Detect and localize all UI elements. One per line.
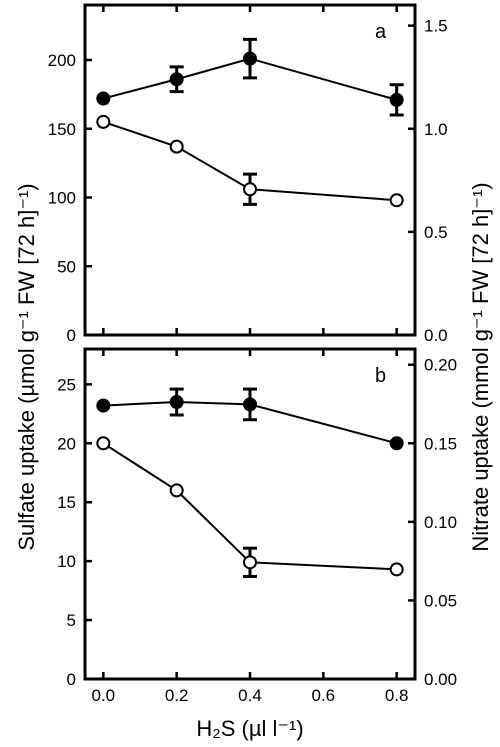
- x-tick-label: 0.0: [92, 686, 116, 705]
- y-left-tick-label: 0: [67, 670, 76, 689]
- y-right-tick-label: 0.10: [424, 513, 457, 532]
- y-right-tick-label: 0.05: [424, 591, 457, 610]
- y-right-tick-label: 1.0: [424, 120, 448, 139]
- y-left-tick-label: 200: [48, 51, 76, 70]
- x-tick-label: 0.6: [312, 686, 336, 705]
- y-left-tick-label: 150: [48, 120, 76, 139]
- data-point-open: [169, 483, 184, 498]
- x-axis-title: H₂S (µl l⁻¹): [196, 716, 303, 741]
- data-point-open: [96, 436, 111, 451]
- y-left-tick-label: 15: [57, 493, 76, 512]
- y-right-tick-label: 0.15: [424, 434, 457, 453]
- y-left-tick-label: 10: [57, 552, 76, 571]
- data-point-filled: [389, 436, 404, 451]
- y-axis-right-title: Nitrate uptake (mmol g⁻¹ FW [72 h]⁻¹): [468, 182, 493, 551]
- y-right-tick-label: 0.00: [424, 670, 457, 689]
- panel-a: 0 50 100 150 200 0.0 0.5 1.0 1.5 a: [48, 3, 448, 345]
- y-left-tick-label: 100: [48, 189, 76, 208]
- data-point-filled: [243, 397, 257, 412]
- data-point-filled: [169, 72, 184, 87]
- y-right-tick-label: 0.0: [424, 326, 448, 345]
- series-line-filled: [103, 57, 397, 101]
- series-line-open: [102, 442, 397, 571]
- y-right-tick-label: 1.5: [424, 17, 448, 36]
- data-point-filled: [243, 51, 257, 66]
- data-point-filled: [96, 398, 111, 413]
- y-left-tick-label: 50: [57, 257, 76, 276]
- y-left-tick-label: 0: [67, 326, 76, 345]
- series-line-open: [103, 120, 397, 202]
- series-line-filled: [103, 401, 397, 445]
- data-point-open: [243, 555, 257, 570]
- y-left-tick-label: 25: [57, 375, 76, 394]
- data-point-open: [243, 182, 257, 197]
- y-right-tick-label: 0.20: [424, 356, 457, 375]
- data-point-open: [389, 193, 404, 208]
- data-point-filled: [96, 91, 111, 106]
- x-tick-label: 0.8: [385, 686, 409, 705]
- data-point-filled: [389, 92, 404, 107]
- panel-label: a: [375, 21, 387, 43]
- data-point-open: [169, 139, 184, 154]
- data-point-open: [389, 562, 404, 577]
- x-tick-label: 0.2: [165, 686, 189, 705]
- y-axis-left-title: Sulfate uptake (µmol g⁻¹ FW [72 h]⁻¹): [14, 183, 39, 550]
- panel-label: b: [375, 365, 386, 387]
- y-right-tick-label: 0.5: [424, 223, 448, 242]
- y-left-tick-label: 20: [57, 434, 76, 453]
- data-point-open: [96, 114, 111, 129]
- data-point-filled: [169, 395, 184, 410]
- y-left-tick-label: 5: [67, 611, 76, 630]
- panel-b: 0.0 0.2 0.4 0.6 0.8 0 5 10 15 20 25 0.00 0.05 0.10 0.1…: [57, 347, 457, 705]
- x-tick-label: 0.4: [238, 686, 262, 705]
